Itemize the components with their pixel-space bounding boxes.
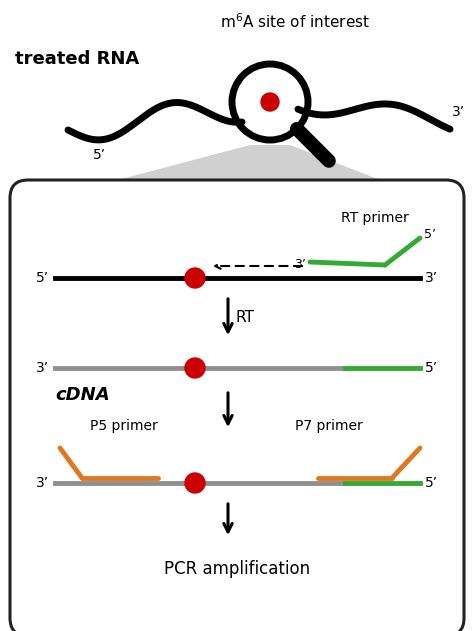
Polygon shape [42, 145, 432, 200]
Text: RT primer: RT primer [341, 211, 409, 225]
Text: PCR amplification: PCR amplification [164, 560, 310, 578]
Text: P7 primer: P7 primer [295, 419, 363, 433]
Text: 5’: 5’ [425, 476, 438, 490]
Text: P5 primer: P5 primer [90, 419, 158, 433]
Text: 3’: 3’ [294, 257, 306, 271]
Circle shape [185, 473, 205, 493]
Text: m$^6$A site of interest: m$^6$A site of interest [220, 12, 370, 31]
Circle shape [261, 93, 279, 111]
Text: 3’: 3’ [452, 105, 465, 119]
Text: 5’: 5’ [425, 361, 438, 375]
Text: 5’: 5’ [93, 148, 107, 162]
FancyBboxPatch shape [10, 180, 464, 631]
Text: RT: RT [236, 309, 255, 324]
Text: treated RNA: treated RNA [15, 50, 139, 68]
Circle shape [185, 358, 205, 378]
Text: 5’: 5’ [424, 228, 436, 240]
Text: 3’: 3’ [425, 271, 438, 285]
Text: 5’: 5’ [36, 271, 49, 285]
Text: 3’: 3’ [36, 476, 49, 490]
Circle shape [185, 268, 205, 288]
Text: 3’: 3’ [36, 361, 49, 375]
Text: cDNA: cDNA [55, 386, 109, 404]
